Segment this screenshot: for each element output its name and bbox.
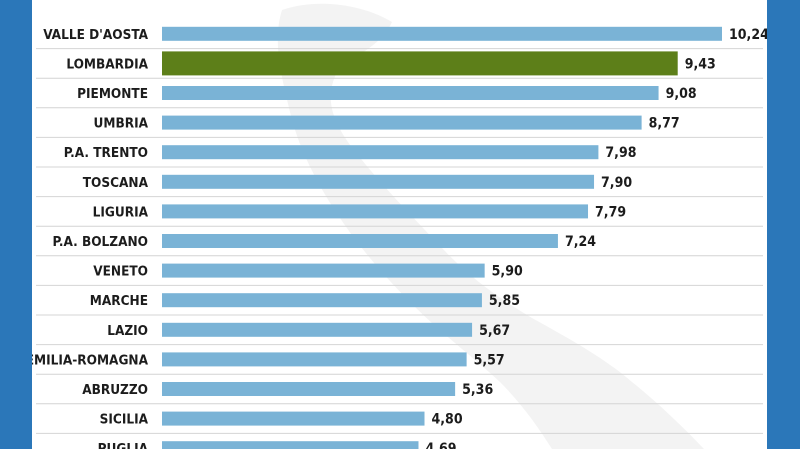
bar (162, 174, 595, 189)
chart-panel: VALLE D'AOSTA 10,24 LOMBARDIA 9,43 PIEMONTE 9… (32, 0, 767, 449)
bar (162, 263, 485, 278)
value-label: 9,08 (666, 86, 697, 102)
category-label: P.A. TRENTO (64, 145, 148, 161)
bar (162, 86, 659, 100)
category-label: MARCHE (90, 293, 148, 309)
bar (162, 26, 722, 41)
value-label: 10,24 (729, 27, 767, 43)
category-label: LAZIO (107, 323, 148, 339)
chart-row: P.A. BOLZANO 7,24 (36, 234, 763, 257)
chart-row: P.A. TRENTO 7,98 (36, 145, 763, 168)
chart-row: MARCHE 5,85 (36, 293, 763, 316)
category-label: SICILIA (100, 412, 149, 428)
chart-row: LIGURIA 7,79 (36, 204, 763, 227)
value-label: 5,85 (489, 293, 520, 309)
value-label: 9,43 (685, 56, 716, 72)
chart-row: ABRUZZO 5,36 (36, 382, 763, 405)
chart-row: SICILIA 4,80 (36, 411, 763, 434)
bar (162, 145, 599, 160)
category-label: LOMBARDIA (66, 56, 148, 72)
chart-row: LAZIO 5,67 (36, 322, 763, 346)
category-label: PIEMONTE (77, 86, 148, 102)
bar-highlighted (162, 51, 678, 76)
value-label: 5,67 (479, 323, 510, 339)
bar (162, 204, 589, 219)
value-label: 5,36 (462, 382, 493, 398)
chart-row: PIEMONTE 9,08 (36, 86, 763, 109)
value-label: 7,79 (595, 204, 626, 220)
category-label: VALLE D'AOSTA (43, 27, 148, 43)
chart-row: LOMBARDIA 9,43 (36, 51, 763, 79)
bar (162, 441, 419, 449)
value-label: 4,80 (432, 412, 463, 428)
category-label: PUGLIA (98, 441, 149, 449)
category-label: P.A. BOLZANO (52, 234, 148, 250)
category-label: VENETO (93, 264, 148, 280)
bar (162, 352, 467, 367)
chart-row: VENETO 5,90 (36, 263, 763, 286)
category-label: EMILIA-ROMAGNA (32, 352, 149, 368)
bar (162, 293, 482, 308)
chart-row: UMBRIA 8,77 (36, 115, 763, 138)
bar-chart: VALLE D'AOSTA 10,24 LOMBARDIA 9,43 PIEMONTE 9… (32, 26, 767, 449)
category-label: LIGURIA (93, 204, 149, 220)
category-label: UMBRIA (94, 116, 149, 132)
value-label: 7,24 (565, 234, 596, 250)
bar (162, 115, 642, 130)
value-label: 7,98 (605, 145, 636, 161)
value-label: 8,77 (649, 116, 680, 132)
bar (162, 382, 456, 396)
bar (162, 234, 558, 248)
chart-row: EMILIA-ROMAGNA 5,57 (32, 352, 763, 375)
category-label: TOSCANA (83, 175, 149, 191)
bar (162, 322, 473, 337)
value-label: 7,90 (601, 175, 632, 191)
category-label: ABRUZZO (82, 382, 148, 398)
chart-row: PUGLIA 4,69 (98, 441, 457, 449)
value-label: 5,90 (492, 264, 523, 280)
bar (162, 411, 425, 426)
chart-row: VALLE D'AOSTA 10,24 (36, 26, 767, 50)
chart-row: TOSCANA 7,90 (36, 174, 763, 198)
value-label: 4,69 (425, 441, 456, 449)
value-label: 5,57 (474, 352, 505, 368)
